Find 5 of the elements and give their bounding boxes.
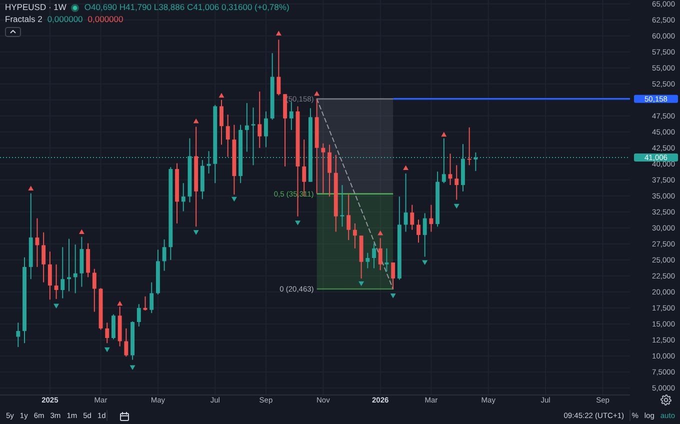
annotation: Fractals 2 <box>5 14 42 25</box>
chart-subtitle: O40,690 H41,790 L38,886 C41,006 0,31600 (+0,78%) <box>84 2 290 13</box>
chart-title: HYPEUSD · 1W <box>5 2 66 13</box>
annotation: 0,000000 <box>88 14 124 25</box>
annotation: 0,000000 <box>47 14 83 25</box>
